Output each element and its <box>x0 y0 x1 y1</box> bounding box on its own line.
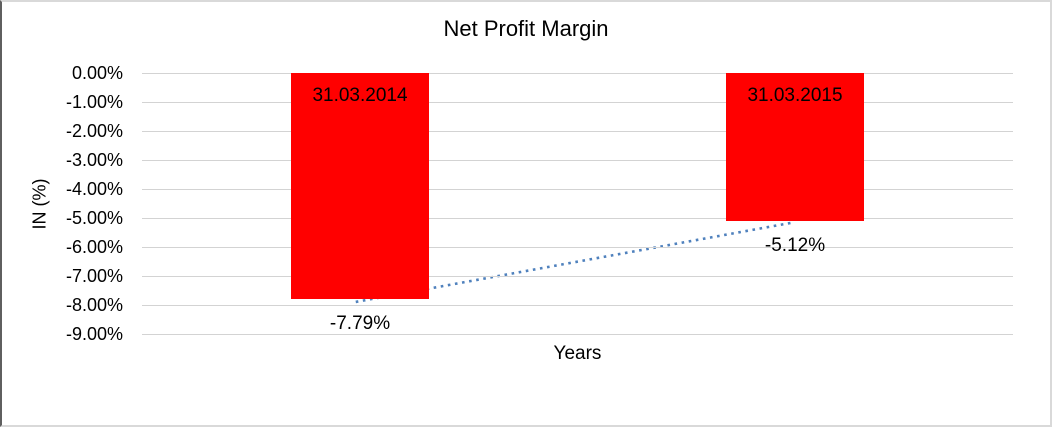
bar-category-label: 31.03.2015 <box>747 85 843 106</box>
x-axis-title: Years <box>553 343 602 364</box>
y-axis-tick-label: -8.00% <box>65 295 123 315</box>
gridline <box>142 218 1013 219</box>
y-axis-tick-label: -4.00% <box>65 179 123 199</box>
gridline <box>142 305 1013 306</box>
bar-category-label: 31.03.2014 <box>312 85 408 106</box>
gridline <box>142 131 1013 132</box>
y-axis-tick-label: -3.00% <box>65 150 123 170</box>
bar-value-label: -5.12% <box>764 235 826 256</box>
y-axis-tick-label: -2.00% <box>65 121 123 141</box>
gridline <box>142 189 1013 190</box>
y-axis-tick-label: 0.00% <box>71 63 123 83</box>
y-axis-tick-label: -9.00% <box>65 324 123 344</box>
bar-31.03.2014: 31.03.2014 <box>291 73 429 299</box>
gridline <box>142 102 1013 103</box>
gridline <box>142 73 1013 74</box>
y-axis-tick-label: -1.00% <box>65 92 123 112</box>
gridline <box>142 276 1013 277</box>
y-axis-tick-label: -6.00% <box>65 237 123 257</box>
gridline <box>142 334 1013 335</box>
chart-title: Net Profit Margin <box>443 16 609 41</box>
gridline <box>142 160 1013 161</box>
bar-value-label: -7.79% <box>329 313 391 334</box>
y-axis-tick-label: -5.00% <box>65 208 123 228</box>
bar-31.03.2015: 31.03.2015 <box>726 73 864 221</box>
y-axis-tick-label: -7.00% <box>65 266 123 286</box>
gridline <box>142 247 1013 248</box>
